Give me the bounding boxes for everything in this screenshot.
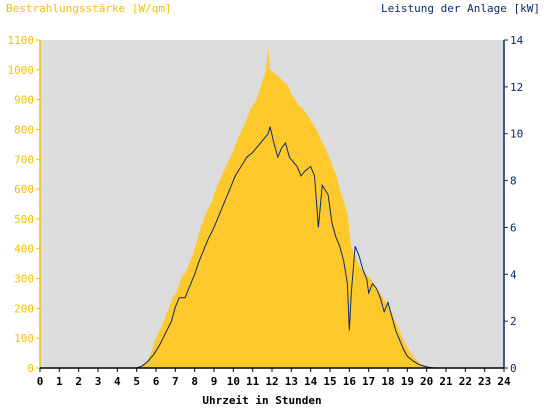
x-tick-label: 20 [420, 375, 433, 388]
y2-tick-label: 12 [510, 81, 523, 94]
y1-tick-label: 600 [14, 183, 34, 196]
y2-tick-label: 14 [510, 34, 524, 47]
x-tick-label: 19 [401, 375, 414, 388]
series-layer [40, 45, 504, 369]
right-axis-title: Leistung der Anlage [kW] [381, 2, 540, 15]
y2-tick-label: 10 [510, 128, 523, 141]
y1-tick-label: 200 [14, 302, 34, 315]
x-tick-label: 7 [172, 375, 179, 388]
x-tick-label: 8 [191, 375, 198, 388]
x-tick-label: 1 [56, 375, 63, 388]
x-tick-label: 12 [265, 375, 278, 388]
x-tick-label: 24 [497, 375, 511, 388]
x-tick-label: 0 [37, 375, 44, 388]
x-tick-label: 9 [211, 375, 218, 388]
x-tick-label: 5 [133, 375, 140, 388]
x-tick-label: 22 [459, 375, 472, 388]
x-tick-label: 4 [114, 375, 121, 388]
y1-tick-label: 0 [27, 362, 34, 375]
x-tick-label: 17 [362, 375, 375, 388]
y2-tick-label: 2 [510, 315, 517, 328]
y2-tick-label: 8 [510, 175, 517, 188]
y1-tick-label: 500 [14, 213, 34, 226]
y2-tick-label: 4 [510, 268, 517, 281]
x-tick-label: 10 [227, 375, 240, 388]
power-line [40, 126, 504, 369]
x-tick-label: 21 [439, 375, 453, 388]
y2-tick-label: 0 [510, 362, 517, 375]
x-tick-label: 18 [381, 375, 394, 388]
x-tick-label: 14 [304, 375, 318, 388]
x-tick-label: 16 [343, 375, 357, 388]
y1-tick-label: 100 [14, 332, 34, 345]
left-axis-title: Bestrahlungsstärke [W/qm] [6, 2, 172, 15]
x-tick-label: 15 [323, 375, 336, 388]
axes-layer: 0100200300400500600700800900100011000246… [8, 34, 524, 388]
x-axis-label: Uhrzeit in Stunden [202, 394, 321, 407]
x-tick-label: 23 [478, 375, 491, 388]
y1-tick-label: 900 [14, 94, 34, 107]
y1-tick-label: 800 [14, 123, 34, 136]
x-tick-label: 11 [246, 375, 260, 388]
y1-tick-label: 1100 [8, 34, 35, 47]
irradiance-area [40, 45, 504, 369]
y2-tick-label: 6 [510, 221, 517, 234]
x-tick-label: 6 [153, 375, 160, 388]
x-tick-label: 3 [95, 375, 102, 388]
y1-tick-label: 700 [14, 153, 34, 166]
y1-tick-label: 1000 [8, 64, 35, 77]
y1-tick-label: 300 [14, 273, 34, 286]
x-tick-label: 13 [285, 375, 298, 388]
x-tick-label: 2 [75, 375, 82, 388]
y1-tick-label: 400 [14, 243, 34, 256]
